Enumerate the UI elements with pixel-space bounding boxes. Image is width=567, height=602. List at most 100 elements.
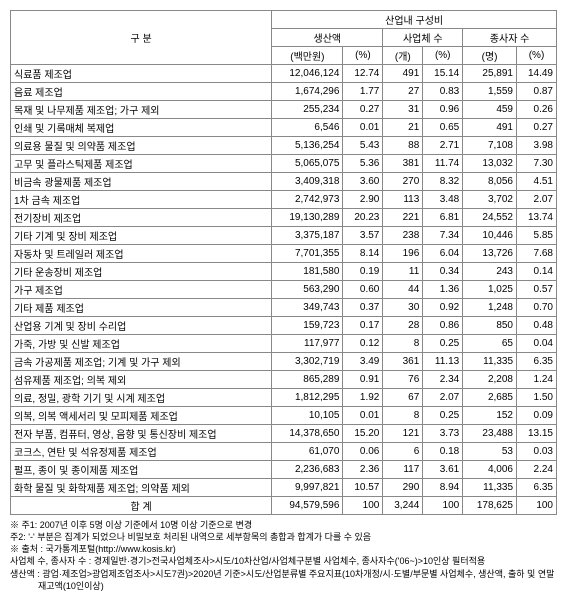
row-label: 금속 가공제품 제조업; 기계 및 가구 제외 [11,353,272,371]
cell-v1: 1,812,295 [272,389,343,407]
cell-v3: 25,891 [463,65,517,83]
cell-p2: 0.65 [423,119,463,137]
row-label: 의료, 정밀, 광학 기기 및 시계 제조업 [11,389,272,407]
cell-v2: 113 [383,191,423,209]
cell-p2: 0.34 [423,263,463,281]
cell-v3: 1,248 [463,299,517,317]
table-row: 인쇄 및 기록매체 복제업6,5460.01210.654910.27 [11,119,557,137]
cell-v1: 3,375,187 [272,227,343,245]
cell-p3: 1.50 [517,389,557,407]
row-label: 의복, 의복 액세서리 및 모피제품 제조업 [11,407,272,425]
cell-p3: 7.68 [517,245,557,263]
cell-v1: 10,105 [272,407,343,425]
total-p1: 100 [343,497,383,515]
cell-p3: 5.85 [517,227,557,245]
cell-p3: 13.15 [517,425,557,443]
table-total-row: 합 계94,579,5961003,244100178,625100 [11,497,557,515]
cell-v2: 221 [383,209,423,227]
table-row: 기타 제품 제조업349,7430.37300.921,2480.70 [11,299,557,317]
row-label: 음료 제조업 [11,83,272,101]
cell-p2: 15.14 [423,65,463,83]
cell-v1: 1,674,296 [272,83,343,101]
row-label: 자동차 및 트레일러 제조업 [11,245,272,263]
cell-v3: 11,335 [463,353,517,371]
table-row: 음료 제조업1,674,2961.77270.831,5590.87 [11,83,557,101]
footnote: ※ 주1: 2007년 이후 5명 이상 기준에서 10명 이상 기준으로 변경 [10,519,557,531]
unit-count: (개) [383,47,423,65]
row-label: 가구 제조업 [11,281,272,299]
industry-table: 구 분 산업내 구성비 생산액 사업체 수 종사자 수 (백만원) (%) (개… [10,10,557,515]
cell-v1: 2,742,973 [272,191,343,209]
cell-v3: 13,032 [463,155,517,173]
cell-v2: 361 [383,353,423,371]
cell-v1: 14,378,650 [272,425,343,443]
cell-v1: 255,234 [272,101,343,119]
cell-v3: 8,056 [463,173,517,191]
row-label: 비금속 광물제품 제조업 [11,173,272,191]
table-row: 전기장비 제조업19,130,28920.232216.8124,55213.7… [11,209,557,227]
cell-p2: 3.73 [423,425,463,443]
cell-p2: 3.48 [423,191,463,209]
cell-p3: 2.07 [517,191,557,209]
cell-p2: 2.34 [423,371,463,389]
cell-v2: 270 [383,173,423,191]
cell-v3: 11,335 [463,479,517,497]
cell-p2: 0.25 [423,407,463,425]
cell-v2: 491 [383,65,423,83]
cell-p1: 3.49 [343,353,383,371]
cell-v1: 12,046,124 [272,65,343,83]
cell-v3: 152 [463,407,517,425]
row-label: 전자 부품, 컴퓨터, 영상, 음향 및 통신장비 제조업 [11,425,272,443]
cell-p2: 6.81 [423,209,463,227]
cell-v1: 3,302,719 [272,353,343,371]
table-row: 펄프, 종이 및 종이제품 제조업2,236,6832.361173.614,0… [11,461,557,479]
cell-v2: 76 [383,371,423,389]
cell-p3: 0.04 [517,335,557,353]
cell-p1: 0.37 [343,299,383,317]
unit-persons: (명) [463,47,517,65]
cell-p2: 0.96 [423,101,463,119]
cell-p1: 1.77 [343,83,383,101]
footnote: ※ 출처 : 국가통계포털(http://www.kosis.kr) [10,543,557,555]
cell-v3: 2,208 [463,371,517,389]
cell-v2: 28 [383,317,423,335]
table-row: 비금속 광물제품 제조업3,409,3183.602708.328,0564.5… [11,173,557,191]
cell-p2: 2.07 [423,389,463,407]
cell-v2: 11 [383,263,423,281]
cell-v2: 196 [383,245,423,263]
col-group-top: 산업내 구성비 [272,11,557,29]
table-row: 의료, 정밀, 광학 기기 및 시계 제조업1,812,2951.92672.0… [11,389,557,407]
cell-v1: 6,546 [272,119,343,137]
cell-p1: 5.36 [343,155,383,173]
cell-p1: 0.19 [343,263,383,281]
unit-pct: (%) [343,47,383,65]
cell-v3: 53 [463,443,517,461]
cell-p3: 1.24 [517,371,557,389]
cell-p2: 11.74 [423,155,463,173]
cell-v2: 67 [383,389,423,407]
cell-p2: 0.25 [423,335,463,353]
cell-v2: 290 [383,479,423,497]
cell-p3: 0.70 [517,299,557,317]
cell-v2: 44 [383,281,423,299]
cell-p3: 2.24 [517,461,557,479]
cell-p3: 3.98 [517,137,557,155]
footnote: 사업체 수, 종사자 수 : 경제일반·경기>전국사업체조사>시도/10차산업/… [10,555,557,567]
cell-v3: 23,488 [463,425,517,443]
row-label: 인쇄 및 기록매체 복제업 [11,119,272,137]
cell-p2: 3.61 [423,461,463,479]
table-row: 금속 가공제품 제조업; 기계 및 가구 제외3,302,7193.49361 1… [11,353,557,371]
row-label: 기타 운송장비 제조업 [11,263,272,281]
cell-v3: 1,559 [463,83,517,101]
cell-p3: 0.27 [517,119,557,137]
cell-v2: 88 [383,137,423,155]
cell-v2: 117 [383,461,423,479]
cell-p2: 0.92 [423,299,463,317]
cell-p3: 14.49 [517,65,557,83]
row-label: 기타 제품 제조업 [11,299,272,317]
total-v3: 178,625 [463,497,517,515]
total-v1: 94,579,596 [272,497,343,515]
row-label: 고무 및 플라스틱제품 제조업 [11,155,272,173]
cell-p1: 12.74 [343,65,383,83]
cell-v3: 3,702 [463,191,517,209]
